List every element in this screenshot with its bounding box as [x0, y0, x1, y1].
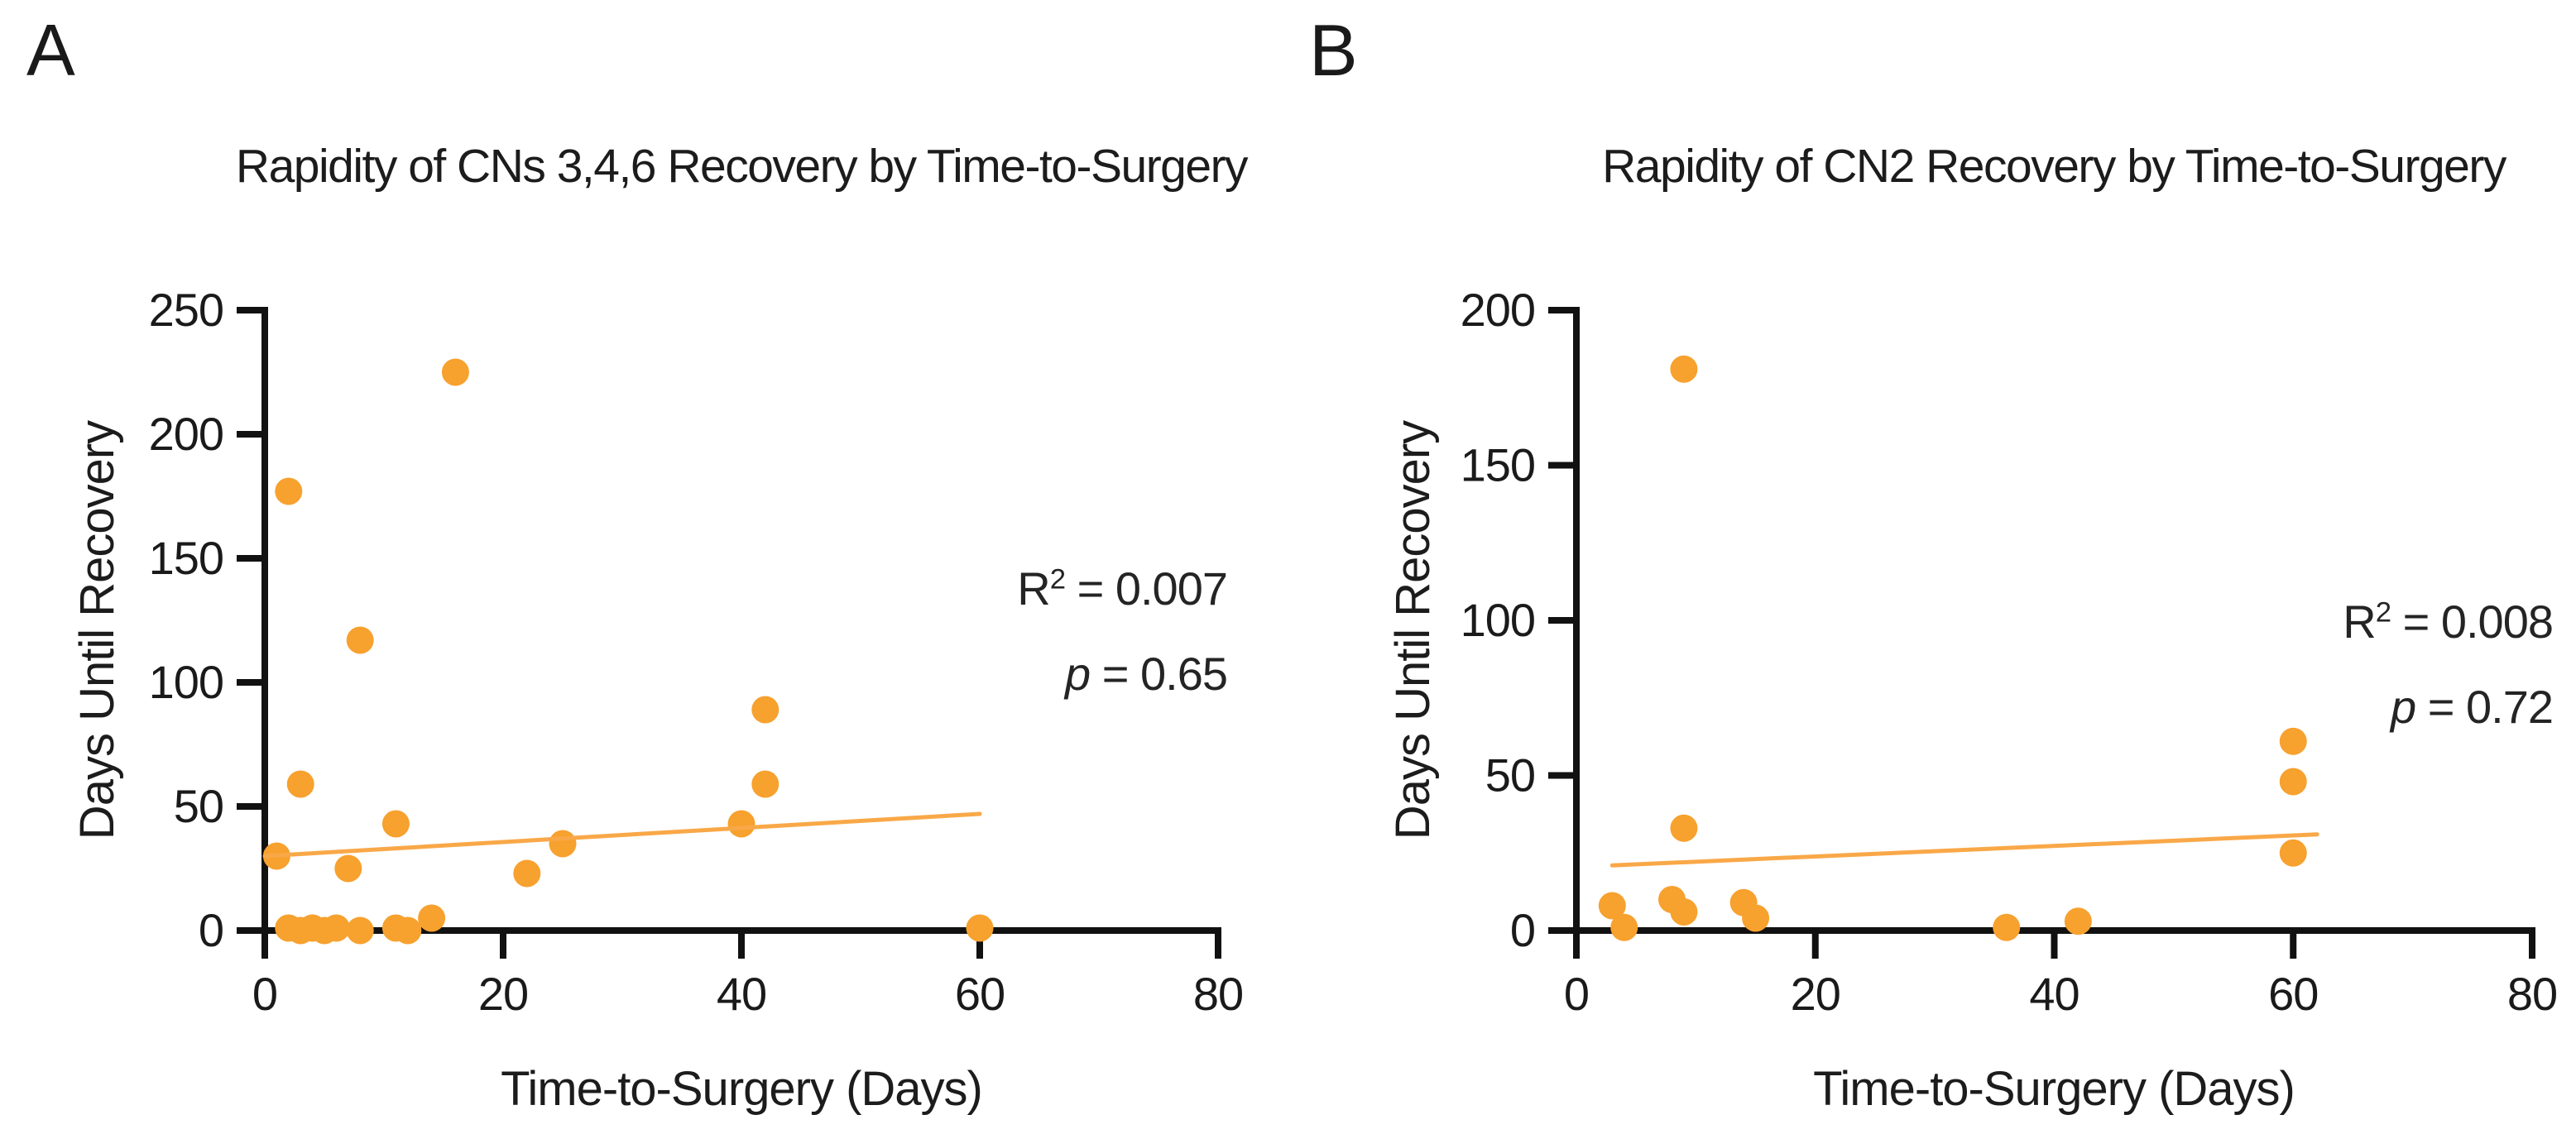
data-point-b: [1670, 814, 1698, 842]
data-point-a: [513, 859, 541, 888]
y-tick-label-a: 150: [149, 532, 223, 584]
data-point-b: [2064, 907, 2092, 935]
r-squared-value: = 0.007: [1065, 562, 1228, 615]
y-tick-label-b: 150: [1461, 439, 1535, 491]
x-axis-title-a: Time-to-Surgery (Days): [501, 1062, 983, 1116]
trend-line-b: [1609, 832, 2319, 868]
data-point-b: [1610, 913, 1638, 941]
chart-title-a: Rapidity of CNs 3,4,6 Recovery by Time-t…: [235, 140, 1249, 193]
r-squared-text-a: R2 = 0.007: [714, 546, 1228, 631]
data-point-a: [381, 810, 410, 838]
trend-line-a: [262, 811, 982, 859]
data-point-a: [966, 914, 994, 942]
r-squared-exponent: 2: [2375, 596, 2391, 629]
x-tick-label-a: 80: [1193, 968, 1243, 1020]
y-tick-label-a: 250: [149, 284, 223, 336]
p-value: = 0.65: [1090, 648, 1228, 700]
y-tick-label-b: 0: [1510, 904, 1535, 956]
x-tick-label-a: 40: [717, 968, 766, 1020]
y-tick-label-a: 200: [149, 408, 223, 460]
chart-title-b: Rapidity of CN2 Recovery by Time-to-Surg…: [1602, 140, 2506, 193]
x-tick-label-b: 20: [1791, 968, 1840, 1020]
data-point-a: [346, 626, 374, 654]
data-point-b: [1598, 892, 1626, 920]
p-value-text-a: p = 0.65: [714, 631, 1228, 716]
x-tick-label-a: 60: [955, 968, 1005, 1020]
y-tick-label-b: 100: [1461, 594, 1535, 646]
data-point-b: [1670, 898, 1698, 926]
data-point-b: [1993, 913, 2021, 941]
data-point-b: [2279, 727, 2307, 755]
x-tick-label-b: 80: [2507, 968, 2557, 1020]
x-tick-label-a: 0: [252, 968, 277, 1020]
p-label: p: [1065, 648, 1091, 700]
data-point-b: [2279, 768, 2307, 796]
x-tick-label-b: 40: [2029, 968, 2079, 1020]
data-point-a: [441, 358, 469, 386]
r-squared-base: R: [2343, 596, 2376, 648]
p-label: p: [2391, 681, 2416, 733]
x-tick-label-a: 20: [478, 968, 528, 1020]
r-squared-base: R: [1017, 562, 1050, 615]
x-tick-label-b: 60: [2268, 968, 2318, 1020]
data-point-a: [418, 904, 446, 932]
data-point-a: [751, 770, 780, 798]
y-tick-label-b: 200: [1461, 284, 1535, 336]
stats-annotation-a: R2 = 0.007 p = 0.65: [714, 546, 1228, 716]
data-point-b: [2279, 839, 2307, 867]
data-point-a: [549, 830, 577, 858]
data-point-a: [275, 477, 303, 505]
data-point-a: [334, 854, 362, 883]
panel-label-b: B: [1309, 9, 1358, 91]
data-point-a: [751, 696, 780, 724]
x-axis-title-b: Time-to-Surgery (Days): [1813, 1062, 2295, 1116]
y-tick-label-a: 100: [149, 656, 223, 708]
r-squared-exponent: 2: [1049, 563, 1066, 596]
data-point-b: [1742, 904, 1770, 932]
r-squared-text-b: R2 = 0.008: [2040, 579, 2554, 664]
y-tick-label-b: 50: [1485, 749, 1535, 801]
x-tick-label-b: 0: [1564, 968, 1589, 1020]
p-value-text-b: p = 0.72: [2040, 664, 2554, 749]
p-value: = 0.72: [2415, 681, 2554, 733]
data-point-a: [322, 914, 350, 942]
data-point-a: [346, 916, 374, 945]
r-squared-value: = 0.008: [2391, 596, 2554, 648]
y-tick-label-a: 0: [199, 904, 223, 956]
y-tick-label-a: 50: [174, 780, 223, 832]
data-point-b: [1670, 355, 1698, 383]
stats-annotation-b: R2 = 0.008 p = 0.72: [2040, 579, 2554, 749]
data-point-a: [286, 770, 314, 798]
data-point-a: [394, 916, 422, 945]
data-point-a: [727, 810, 756, 838]
panel-label-a: A: [26, 9, 75, 91]
